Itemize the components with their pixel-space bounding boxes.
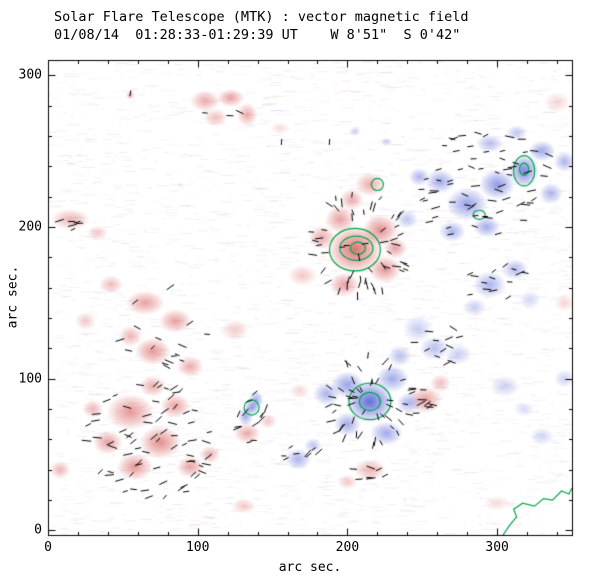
y-tick-label: 200 <box>18 219 42 235</box>
x-tick-label: 300 <box>485 540 509 555</box>
x-tick-label: 0 <box>44 540 52 555</box>
y-tick-label: 300 <box>18 67 42 83</box>
x-tick-label: 100 <box>185 540 210 555</box>
y-axis-label: arc sec. <box>5 265 21 329</box>
x-axis-label: arc sec. <box>278 560 342 575</box>
figure-subtitle: 01/08/14 01:28:33-01:29:39 UT W 8'51" S … <box>54 27 461 43</box>
y-tick-label: 0 <box>34 522 42 538</box>
x-tick-label: 200 <box>335 540 360 555</box>
y-tick-labels: 0 100 200 300 <box>0 0 48 585</box>
y-tick-label: 100 <box>18 371 42 387</box>
figure-title: Solar Flare Telescope (MTK) : vector mag… <box>54 9 469 25</box>
x-tick-labels: 0 100 200 300 <box>0 540 612 558</box>
